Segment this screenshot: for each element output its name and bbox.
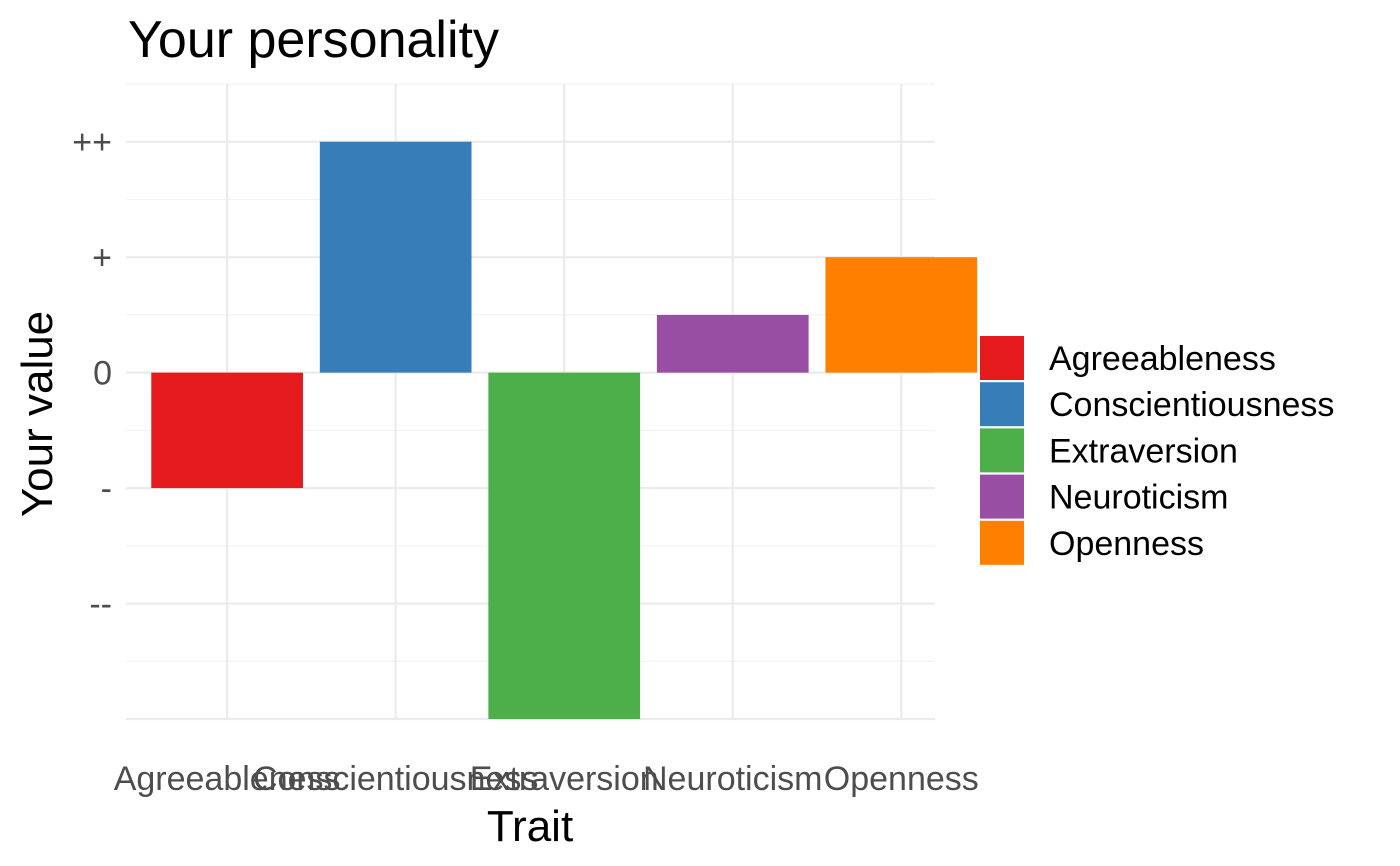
y-tick-label: + bbox=[92, 239, 112, 277]
x-tick-label: Neuroticism bbox=[643, 760, 822, 798]
legend-label: Extraversion bbox=[1049, 432, 1238, 470]
legend-label: Agreeableness bbox=[1049, 340, 1276, 378]
legend-label: Conscientiousness bbox=[1049, 386, 1334, 424]
bar-agreeableness bbox=[151, 372, 303, 489]
bar-conscientiousness bbox=[319, 141, 472, 373]
bar-extraversion bbox=[488, 372, 641, 719]
x-tick-label: Conscientiousness bbox=[253, 760, 538, 798]
chart-title: Your personality bbox=[128, 11, 499, 69]
y-axis-title: Your value bbox=[13, 311, 62, 517]
legend-key bbox=[980, 336, 1024, 380]
x-tick-label: Extraversion bbox=[470, 760, 659, 798]
bar-openness bbox=[825, 257, 978, 373]
x-tick-label: Openness bbox=[824, 760, 979, 798]
legend-label: Neuroticism bbox=[1049, 479, 1228, 517]
legend-label: Openness bbox=[1049, 525, 1204, 563]
legend: Agreeableness Conscientiousness Extraversi… bbox=[980, 336, 1334, 565]
y-axis-ticks: +++0--- bbox=[72, 124, 112, 624]
y-tick-label: 0 bbox=[93, 355, 112, 393]
y-tick-label: ++ bbox=[72, 124, 112, 162]
bars bbox=[151, 141, 978, 719]
y-tick-label: -- bbox=[89, 586, 112, 624]
legend-key bbox=[980, 382, 1024, 427]
y-tick-label: - bbox=[101, 470, 112, 508]
x-axis-title: Trait bbox=[487, 802, 573, 851]
legend-key bbox=[980, 428, 1024, 473]
x-axis-ticks: AgreeablenessConscientiousnessExtraversi… bbox=[114, 760, 979, 798]
legend-key bbox=[980, 520, 1024, 565]
bar-neuroticism bbox=[656, 314, 809, 373]
legend-key bbox=[980, 474, 1024, 519]
x-tick-label: Agreeableness bbox=[114, 760, 341, 798]
